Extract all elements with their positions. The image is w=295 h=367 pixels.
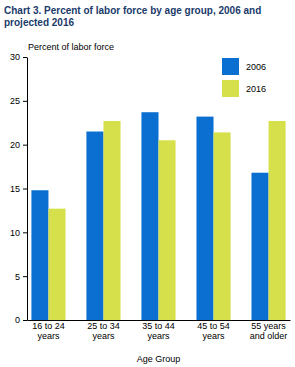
tick: 15 <box>10 184 27 194</box>
legend-item: 2016 <box>222 80 266 97</box>
tick-mark <box>23 189 27 190</box>
chart: Chart 3. Percent of labor force by age g… <box>0 0 295 367</box>
legend-label: 2006 <box>246 62 266 72</box>
tick: 25 <box>10 96 27 106</box>
text-line: 55 years <box>251 321 286 331</box>
text-line: years <box>203 331 226 341</box>
plot: 05101520253016 to 24years25 to 34years35… <box>10 52 291 341</box>
tick-mark <box>23 320 27 321</box>
tick: 35 to 44years <box>142 321 175 341</box>
legend-swatch <box>222 58 239 75</box>
y-axis: 0 5 10 15 20 25 30 <box>10 52 28 325</box>
text-line: 35 to 44 <box>142 321 175 331</box>
tick-label: 15 <box>10 184 20 194</box>
x-axis: 16 to 24years25 to 34years35 to 44years4… <box>28 321 291 342</box>
text-line: Chart 3. Percent of labor force by age g… <box>4 5 261 16</box>
tick: 5 <box>15 272 27 282</box>
tick-label: 25 to 34years <box>87 321 120 341</box>
text-line: years <box>147 331 170 341</box>
text-line: 25 to 34 <box>87 321 120 331</box>
chart-title: Chart 3. Percent of labor force by age g… <box>4 5 261 28</box>
tick-label: 10 <box>10 228 20 238</box>
tick-mark <box>23 276 27 277</box>
tick-label: 5 <box>15 272 20 282</box>
legend: 2006 2016 <box>222 58 266 97</box>
tick: 45 to 54years <box>197 321 230 341</box>
bar <box>196 117 213 320</box>
bar <box>48 209 65 320</box>
tick-label: 16 to 24years <box>32 321 65 341</box>
text-line: projected 2016 <box>4 17 74 28</box>
x-axis-title: Age Group <box>137 354 181 364</box>
legend-item: 2006 <box>222 58 266 75</box>
bar <box>269 121 286 320</box>
bar <box>141 112 158 320</box>
tick-label: 20 <box>10 140 20 150</box>
tick: 16 to 24years <box>32 321 65 341</box>
text-line: and older <box>250 331 288 341</box>
bars <box>31 112 285 320</box>
tick-label: 35 to 44years <box>142 321 175 341</box>
axis-line <box>27 58 28 321</box>
bar <box>159 140 176 320</box>
bar <box>86 132 103 320</box>
tick-label: 45 to 54years <box>197 321 230 341</box>
tick: 25 to 34years <box>87 321 120 341</box>
tick-label: 0 <box>15 315 20 325</box>
bar <box>214 132 231 320</box>
tick-mark <box>23 232 27 233</box>
tick-label: 30 <box>10 52 20 62</box>
y-axis-title: Percent of labor force <box>28 42 114 52</box>
bar <box>31 190 48 320</box>
tick: 20 <box>10 140 27 150</box>
tick: 0 <box>15 315 27 325</box>
text-line: 45 to 54 <box>197 321 230 331</box>
tick-mark <box>23 145 27 146</box>
tick-mark <box>23 57 27 58</box>
legend-label: 2016 <box>246 84 266 94</box>
tick: 55 yearsand older <box>250 321 288 341</box>
tick: 30 <box>10 52 27 62</box>
tick-label: 25 <box>10 96 20 106</box>
text-line: years <box>37 331 60 341</box>
bar <box>103 121 120 320</box>
bar <box>251 173 268 320</box>
legend-swatch <box>222 80 239 97</box>
tick-label: 55 yearsand older <box>250 321 288 341</box>
tick-mark <box>23 101 27 102</box>
tick: 10 <box>10 228 27 238</box>
text-line: years <box>92 331 115 341</box>
text-line: 16 to 24 <box>32 321 65 331</box>
